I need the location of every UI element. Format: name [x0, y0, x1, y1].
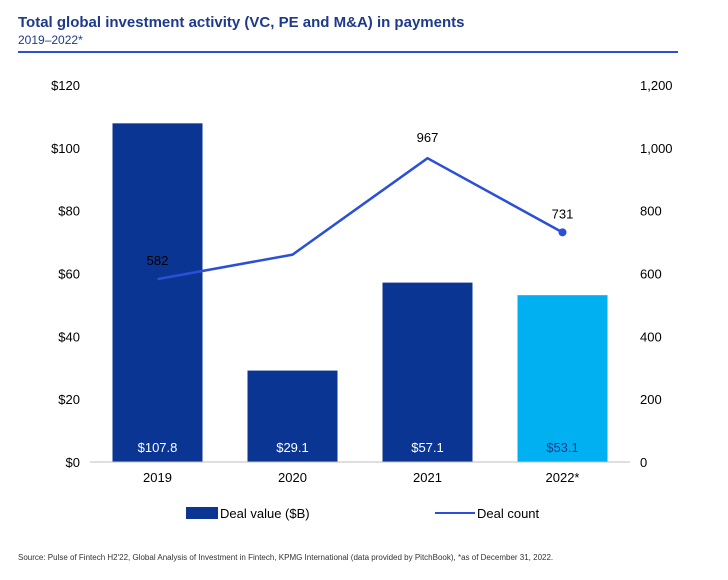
right-axis: 0 200 400 600 800 1,000 1,200	[640, 78, 673, 470]
bar	[382, 282, 473, 462]
category-label: 2021	[413, 470, 442, 485]
right-tick-label: 600	[640, 267, 662, 282]
legend-label-line: Deal count	[477, 506, 540, 521]
chart-subtitle: 2019–2022*	[18, 33, 83, 47]
line-series: 582 967 731	[147, 130, 574, 281]
title-divider	[18, 51, 678, 53]
left-tick-label: $120	[51, 78, 80, 93]
deal-count-line	[157, 156, 564, 281]
right-tick-label: 400	[640, 329, 662, 344]
x-axis: 2019 2020 2021 2022*	[143, 470, 579, 485]
bar-series: $107.8 $29.1 $57.1 $53.1	[90, 123, 630, 463]
bar-value-label: $57.1	[411, 440, 444, 455]
chart-title: Total global investment activity (VC, PE…	[18, 14, 465, 31]
left-tick-label: $0	[66, 455, 80, 470]
line-end-marker	[558, 228, 567, 237]
bar-value-label: $29.1	[276, 440, 309, 455]
left-axis: $0 $20 $40 $60 $80 $100 $120	[51, 78, 80, 470]
right-tick-label: 200	[640, 392, 662, 407]
source-note: Source: Pulse of Fintech H2'22, Global A…	[18, 553, 554, 562]
line-point-label: 731	[552, 206, 574, 221]
legend-label-bar: Deal value ($B)	[220, 506, 310, 521]
category-label: 2020	[278, 470, 307, 485]
category-label: 2019	[143, 470, 172, 485]
left-tick-label: $20	[58, 392, 80, 407]
legend: Deal value ($B) Deal count	[186, 506, 540, 521]
combo-chart: $0 $20 $40 $60 $80 $100 $120 0 200 400 600 800 1,00…	[51, 78, 673, 521]
bar	[112, 123, 203, 462]
left-tick-label: $80	[58, 204, 80, 219]
line-point-label: 582	[147, 253, 169, 268]
bar	[247, 370, 338, 462]
right-tick-label: 1,000	[640, 141, 673, 156]
left-tick-label: $60	[58, 267, 80, 282]
bar-value-label: $107.8	[138, 440, 178, 455]
left-tick-label: $40	[58, 329, 80, 344]
bar	[517, 295, 608, 462]
category-label: 2022*	[546, 470, 580, 485]
bar-value-label: $53.1	[546, 440, 579, 455]
line-point-label: 967	[417, 130, 439, 145]
legend-swatch-bar	[186, 507, 218, 519]
right-tick-label: 0	[640, 455, 647, 470]
right-tick-label: 800	[640, 204, 662, 219]
left-tick-label: $100	[51, 141, 80, 156]
right-tick-label: 1,200	[640, 78, 673, 93]
